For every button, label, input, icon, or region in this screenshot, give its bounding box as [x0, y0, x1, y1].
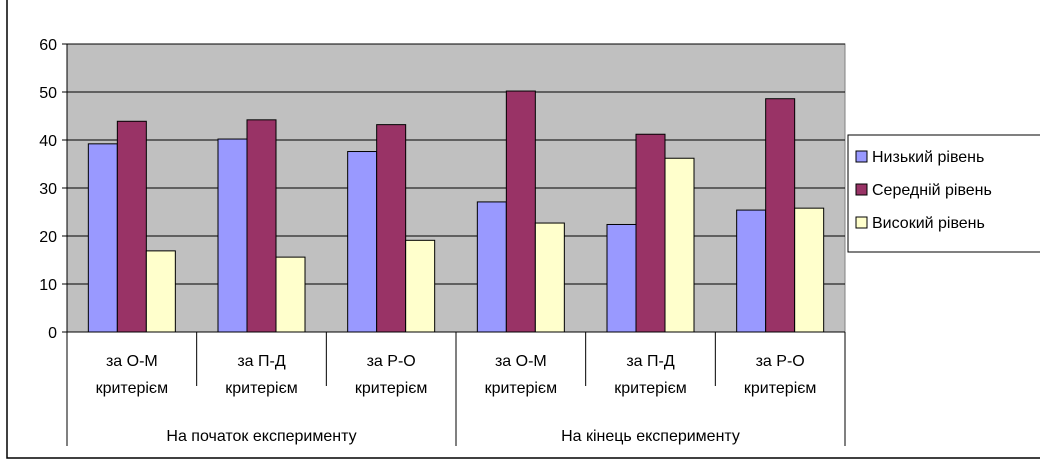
- legend-swatch: [855, 216, 868, 229]
- legend-swatch: [855, 183, 868, 196]
- y-tick-label: 40: [39, 133, 57, 150]
- y-tick-label: 0: [48, 325, 57, 342]
- bar: [405, 239, 436, 333]
- x-tick-label: за Р-О: [367, 353, 416, 370]
- bar: [534, 222, 565, 333]
- legend-label: Низький рівень: [872, 149, 984, 166]
- x-tick-label-line2: критерієм: [355, 380, 428, 397]
- legend-label: Високий рівень: [872, 215, 985, 232]
- bar: [116, 120, 147, 333]
- bar: [505, 90, 536, 333]
- x-group-label: На кінець експерименту: [561, 428, 740, 445]
- x-tick-label: за П-Д: [237, 353, 286, 370]
- axes: 0 10 20 30 40 50 60 за О-М критерієм за П-Д критер…: [39, 37, 846, 446]
- legend-box: [847, 134, 1040, 253]
- x-tick-label-line2: критерієм: [614, 380, 687, 397]
- bar: [765, 98, 796, 333]
- bar: [275, 256, 306, 333]
- bars: [87, 90, 825, 333]
- bar: [217, 138, 248, 333]
- y-tick-label: 60: [39, 37, 57, 54]
- y-tick-label: 10: [39, 277, 57, 294]
- x-tick-label: за О-М: [495, 353, 547, 370]
- bar: [635, 133, 666, 333]
- x-tick-label: за О-М: [106, 353, 158, 370]
- x-group-label: На початок експерименту: [166, 428, 356, 445]
- bar: [87, 143, 118, 333]
- gridlines: [67, 43, 845, 285]
- bar: [246, 119, 277, 333]
- y-tick-label: 30: [39, 181, 57, 198]
- bar: [376, 124, 407, 333]
- bar: [664, 157, 695, 333]
- bar: [736, 209, 767, 333]
- bar: [145, 250, 176, 333]
- x-tick-label-line2: критерієм: [225, 380, 298, 397]
- x-tick-label: за Р-О: [756, 353, 805, 370]
- legend: Низький рівень Середній рівень Високий рів…: [847, 134, 1040, 253]
- bar: [606, 223, 637, 333]
- y-tick-label: 20: [39, 229, 57, 246]
- bar: [794, 207, 825, 333]
- legend-label: Середній рівень: [872, 182, 992, 199]
- x-tick-label: за П-Д: [626, 353, 675, 370]
- x-tick-label-line2: критерієм: [744, 380, 817, 397]
- bar: [476, 201, 507, 333]
- legend-swatch: [855, 150, 868, 163]
- x-tick-label-line2: критерієм: [485, 380, 558, 397]
- bar: [347, 151, 378, 333]
- x-tick-label-line2: критерієм: [96, 380, 169, 397]
- y-tick-label: 50: [39, 85, 57, 102]
